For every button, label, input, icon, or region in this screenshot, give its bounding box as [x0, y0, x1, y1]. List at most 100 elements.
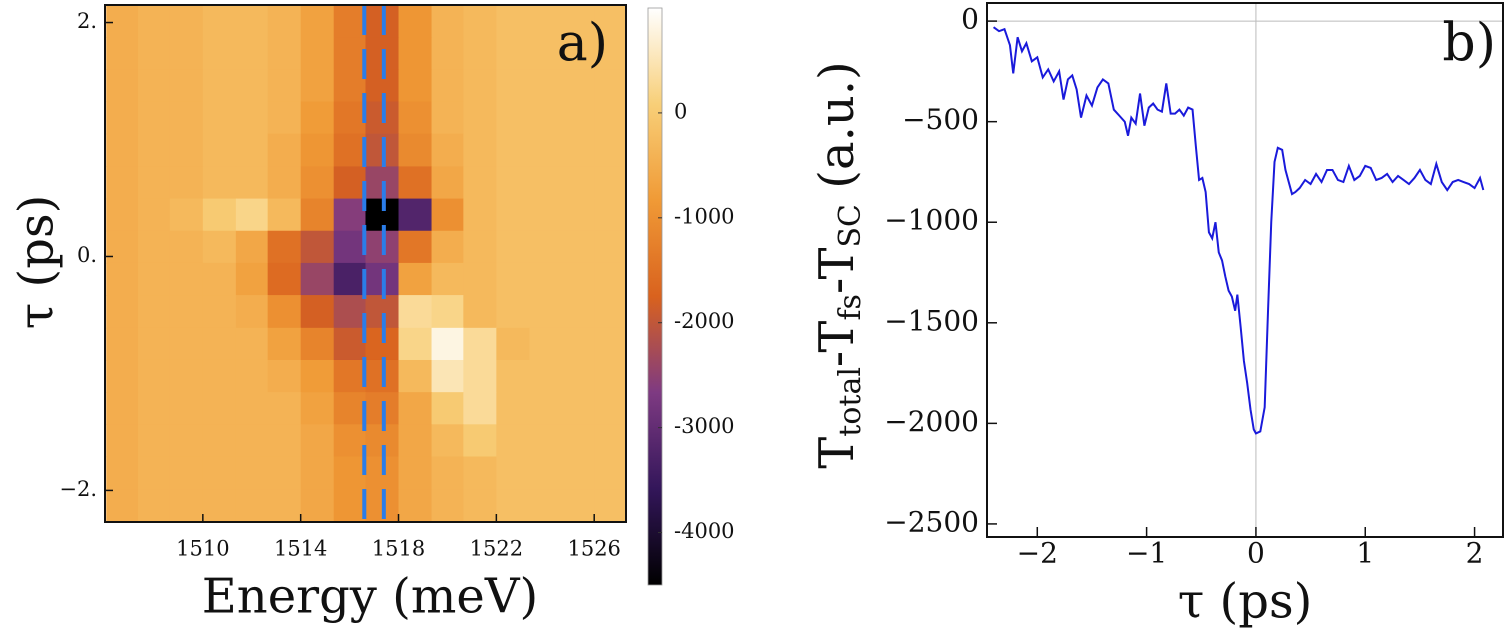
heatmap-cell	[267, 295, 302, 329]
heatmap-cell	[138, 69, 171, 103]
heatmap-cell	[594, 5, 626, 38]
heatmap-cell	[594, 230, 626, 264]
heatmap-cell	[463, 456, 497, 490]
heatmap-cell	[333, 456, 367, 490]
heatmap-cell	[300, 101, 335, 135]
plot-frame	[104, 4, 627, 523]
heatmap-cell	[138, 198, 171, 232]
heatmap-cell	[431, 69, 464, 103]
y-tick-label: −1000	[884, 204, 979, 237]
heatmap-cell	[267, 230, 302, 264]
y-tick-label: 2.	[77, 9, 97, 33]
heatmap-cell	[594, 424, 626, 458]
heatmap-cell	[496, 5, 530, 38]
heatmap-cell	[202, 101, 237, 135]
y-axis-label-part: -T	[809, 321, 865, 368]
heatmap-cell	[333, 133, 367, 168]
heatmap-cell	[138, 101, 171, 135]
heatmap-cell	[300, 327, 335, 361]
heatmap-cell	[463, 198, 497, 232]
heatmap-cell	[529, 133, 562, 168]
heatmap-cell	[463, 69, 497, 103]
colorbar-tick-label: 0	[674, 99, 687, 123]
heatmap-cell	[300, 5, 335, 38]
heatmap-cell	[333, 392, 367, 425]
heatmap-cell	[594, 69, 626, 103]
heatmap-cell	[431, 198, 464, 232]
heatmap-cell	[202, 230, 237, 264]
y-tick-label: −1500	[884, 304, 979, 337]
heatmap-cell	[267, 392, 302, 425]
heatmap-cell	[529, 5, 562, 38]
heatmap-cell	[267, 456, 302, 490]
heatmap-cell	[169, 359, 204, 393]
y-tick-label: −2500	[884, 505, 979, 538]
panel-label: a)	[557, 14, 608, 74]
y-axis-label: τ (ps)	[9, 195, 65, 330]
heatmap-cell	[333, 69, 367, 103]
heatmap-cell	[106, 101, 139, 135]
heatmap-cell	[398, 359, 433, 393]
heatmap-cell	[333, 424, 367, 458]
x-tick-label: 1522	[470, 537, 523, 561]
y-axis-label-part: T	[809, 437, 865, 469]
heatmap-cell	[106, 392, 139, 425]
heatmap-cell	[431, 456, 464, 490]
heatmap-cell	[138, 359, 171, 393]
heatmap-cell	[106, 37, 139, 70]
heatmap-cell	[169, 37, 204, 70]
heatmap-cell	[106, 166, 139, 200]
heatmap-cell	[106, 489, 139, 522]
x-tick-label: 1514	[274, 537, 327, 561]
heatmap-cell	[333, 295, 367, 329]
heatmap-cell	[235, 424, 269, 458]
heatmap-cell	[431, 166, 464, 200]
heatmap-cell	[169, 489, 204, 522]
heatmap-cell	[561, 69, 595, 103]
heatmap-cell	[235, 101, 269, 135]
heatmap-cell	[106, 133, 139, 168]
y-axis-label-part: (a.u.)	[809, 61, 865, 204]
heatmap-cell	[300, 456, 335, 490]
heatmap-cell	[398, 101, 433, 135]
heatmap-cell	[202, 489, 237, 522]
heatmap-cell	[594, 198, 626, 232]
heatmap-cell	[561, 456, 595, 490]
heatmap-cell	[463, 489, 497, 522]
heatmap-cell	[496, 37, 530, 70]
heatmap-cell	[529, 489, 562, 522]
heatmap-cell	[267, 327, 302, 361]
heatmap-cell	[398, 392, 433, 425]
heatmap-cell	[138, 295, 171, 329]
heatmap-cell	[333, 198, 367, 232]
heatmap-cell	[431, 101, 464, 135]
heatmap-cell	[496, 327, 530, 361]
heatmap-cell	[594, 166, 626, 200]
heatmap-cell	[235, 37, 269, 70]
y-tick-label: −2.	[59, 477, 97, 501]
heatmap-cell	[561, 101, 595, 135]
heatmap-cell	[561, 166, 595, 200]
heatmap-cell	[235, 5, 269, 38]
heatmap-cell	[561, 198, 595, 232]
heatmap-cell	[106, 230, 139, 264]
heatmap-cell	[169, 327, 204, 361]
heatmap-cell	[300, 133, 335, 168]
y-axis-label-subscript: total	[833, 367, 868, 437]
heatmap-cell	[529, 456, 562, 490]
heatmap-cell	[529, 392, 562, 425]
heatmap-cell	[398, 69, 433, 103]
heatmap-cell	[138, 327, 171, 361]
heatmap-cell	[202, 69, 237, 103]
heatmap-cell	[138, 133, 171, 168]
heatmap-cell	[267, 133, 302, 168]
heatmap-cell	[235, 359, 269, 393]
y-tick-label: −2000	[884, 405, 979, 438]
heatmap-cell	[333, 489, 367, 522]
heatmap-cell	[594, 37, 626, 70]
heatmap-cell	[431, 392, 464, 425]
heatmap-cell	[496, 489, 530, 522]
heatmap-cell	[202, 327, 237, 361]
heatmap-cell	[398, 230, 433, 264]
heatmap-cell	[300, 166, 335, 200]
